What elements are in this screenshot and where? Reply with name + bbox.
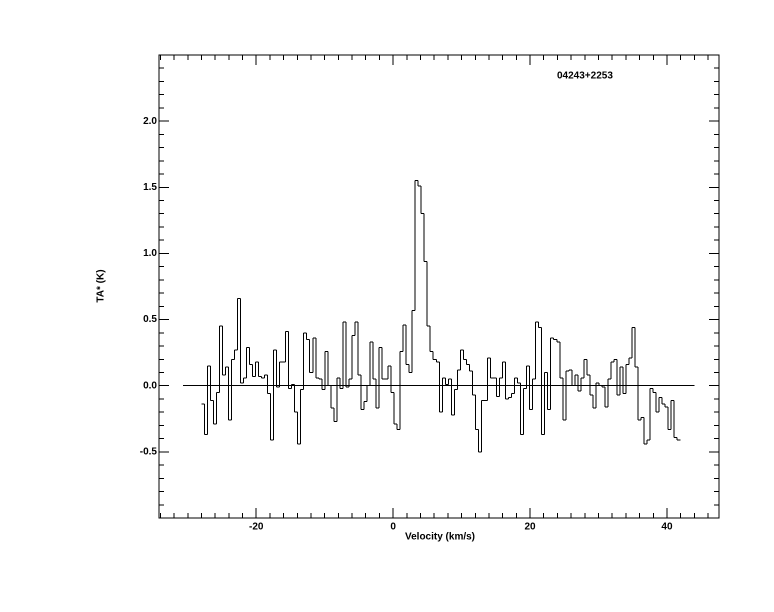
x-tick-label: 40 (661, 522, 673, 533)
plot-frame (158, 54, 720, 519)
annotation: 04243+2253 (557, 71, 613, 82)
y-tick-label: 1.5 (143, 182, 157, 193)
x-tick-label: 20 (524, 522, 536, 533)
x-axis-label: Velocity (km/s) (405, 532, 475, 543)
y-tick-label: 0.0 (143, 380, 157, 391)
y-tick-label: 1.0 (143, 248, 157, 259)
step-connector (203, 180, 678, 452)
x-tick-label: -20 (249, 522, 264, 533)
y-tick-label: 0.5 (143, 314, 157, 325)
y-axis-label: TA* (K) (96, 269, 107, 302)
y-tick-label: -0.5 (140, 446, 158, 457)
y-tick-label: 2.0 (143, 116, 157, 127)
x-tick-label: 0 (390, 522, 396, 533)
